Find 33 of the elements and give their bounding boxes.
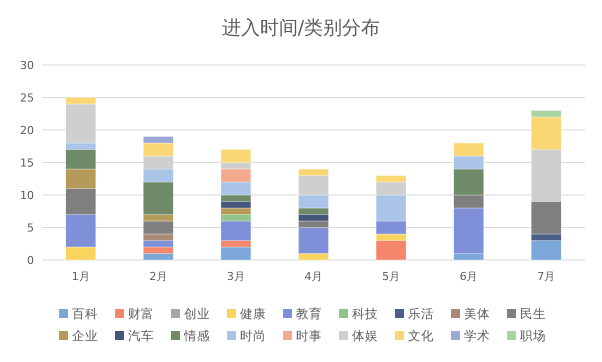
x-tick-label: 1月 (72, 270, 90, 283)
legend-label: 文化 (408, 328, 434, 343)
legend-label: 财富 (128, 306, 154, 321)
x-tick-label: 5月 (382, 270, 400, 283)
y-tick-label: 20 (20, 124, 34, 137)
x-tick-label: 4月 (304, 270, 322, 283)
legend-label: 职场 (520, 328, 546, 343)
chart-title: 进入时间/类别分布 (222, 17, 380, 39)
x-tick-label: 6月 (460, 270, 478, 283)
x-tick-label: 2月 (149, 270, 168, 283)
legend-label: 科技 (352, 306, 378, 321)
legend-label: 美体 (464, 306, 490, 321)
y-tick-label: 25 (20, 92, 34, 104)
legend-label: 时事 (296, 328, 322, 343)
legend-label: 民生 (520, 306, 546, 321)
legend-label: 时尚 (240, 328, 266, 343)
y-tick-label: 10 (20, 189, 34, 202)
legend-label: 体娱 (352, 328, 378, 343)
legend-label: 汽车 (128, 328, 154, 343)
legend-label: 企业 (72, 328, 98, 343)
legend-label: 百科 (72, 306, 98, 321)
legend-label: 学术 (464, 328, 490, 343)
legend-label: 乐活 (408, 306, 434, 321)
legend-label: 健康 (240, 306, 266, 321)
legend-label: 情感 (183, 328, 210, 343)
y-tick-label: 15 (20, 156, 34, 170)
y-tick-label: 30 (20, 59, 34, 72)
x-tick-label: 7月 (537, 270, 556, 283)
x-tick-label: 3月 (226, 270, 245, 283)
legend-label: 教育 (296, 306, 322, 321)
legend-label: 创业 (184, 306, 210, 321)
y-tick-label: 0 (27, 254, 34, 267)
y-tick-label: 5 (27, 222, 34, 234)
